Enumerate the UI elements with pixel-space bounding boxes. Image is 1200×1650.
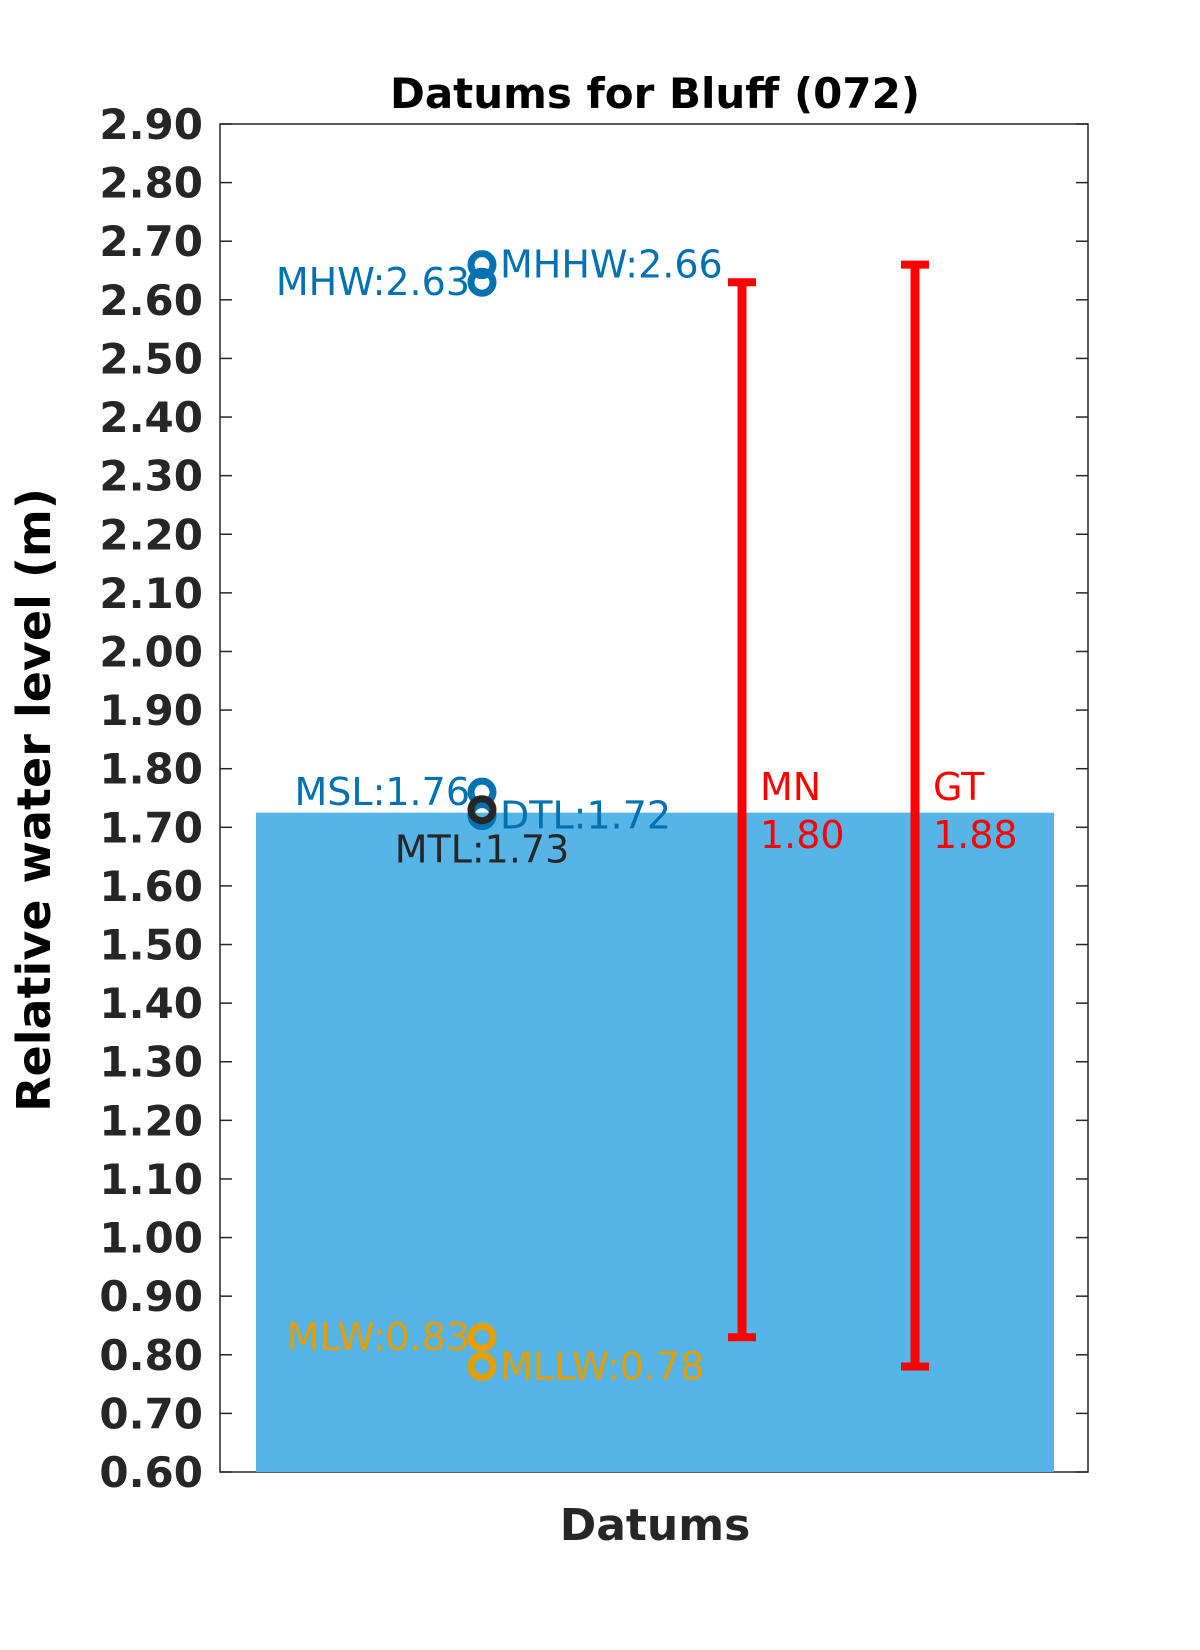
y-tick-label: 2.40 xyxy=(99,393,203,442)
y-tick-label: 2.80 xyxy=(99,159,203,208)
y-tick-label: 1.90 xyxy=(99,686,203,735)
datum-marker-mhw xyxy=(467,267,497,297)
y-tick-label: 2.10 xyxy=(99,569,203,618)
datum-label-mllw: MLLW:0.78 xyxy=(500,1345,704,1389)
y-tick-label: 2.70 xyxy=(99,217,203,266)
y-tick-label: 0.60 xyxy=(99,1448,203,1497)
y-tick-label: 1.40 xyxy=(99,979,203,1028)
range-label-name: MN xyxy=(760,765,821,809)
datum-label-msl: MSL:1.76 xyxy=(295,770,471,814)
y-tick-label: 1.60 xyxy=(99,862,203,911)
range-label-name: GT xyxy=(933,765,985,809)
datum-marker-mhhw xyxy=(467,250,497,280)
datum-marker-mlw xyxy=(467,1322,497,1352)
y-tick-label: 1.30 xyxy=(99,1038,203,1087)
datum-label-mlw: MLW:0.83 xyxy=(287,1315,470,1359)
y-tick-label: 1.70 xyxy=(99,803,203,852)
datum-label-mhhw: MHHW:2.66 xyxy=(500,243,723,287)
y-tick-label: 1.00 xyxy=(99,1214,203,1263)
y-tick-label: 0.90 xyxy=(99,1272,203,1321)
y-tick-label: 2.60 xyxy=(99,276,203,325)
y-tick-label: 1.50 xyxy=(99,921,203,970)
chart-title: Datums for Bluff (072) xyxy=(390,69,920,118)
y-tick-label: 0.80 xyxy=(99,1331,203,1380)
y-tick-label: 2.20 xyxy=(99,510,203,559)
y-axis-label: Relative water level (m) xyxy=(7,488,61,1112)
y-tick-label: 2.90 xyxy=(99,100,203,149)
y-tick-label: 1.10 xyxy=(99,1155,203,1204)
range-label-value: 1.88 xyxy=(933,813,1018,857)
y-tick-label: 2.00 xyxy=(99,627,203,676)
datum-label-mhw: MHW:2.63 xyxy=(276,260,470,304)
x-axis-label: Datums xyxy=(560,1500,751,1551)
datum-marker-mllw xyxy=(467,1352,497,1382)
y-tick-label: 2.30 xyxy=(99,452,203,501)
water-level-fill xyxy=(256,812,1054,1472)
datum-marker-mtl xyxy=(467,795,497,825)
range-label-value: 1.80 xyxy=(760,813,845,857)
datum-label-dtl: DTL:1.72 xyxy=(500,794,671,838)
y-tick-label: 1.80 xyxy=(99,745,203,794)
y-tick-label: 0.70 xyxy=(99,1389,203,1438)
y-tick-label: 2.50 xyxy=(99,334,203,383)
y-tick-label: 1.20 xyxy=(99,1096,203,1145)
datum-label-mtl: MTL:1.73 xyxy=(395,828,570,872)
